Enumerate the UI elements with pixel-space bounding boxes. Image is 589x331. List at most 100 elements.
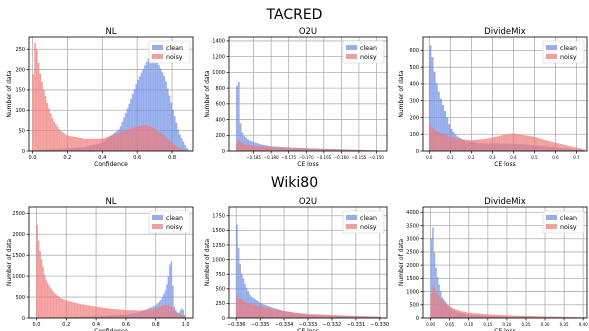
histogram-bar-noisy — [460, 139, 463, 151]
histogram-bar-noisy — [138, 125, 141, 151]
y-tick-label: 1500 — [406, 276, 419, 282]
subplot-title: NL — [105, 27, 116, 37]
legend-swatch-noisy — [346, 54, 357, 59]
histogram-bar-clean — [435, 83, 438, 151]
histogram-bar-clean — [237, 81, 240, 151]
histogram-bar-noisy — [353, 315, 356, 318]
histogram-bar-noisy — [477, 139, 480, 151]
histogram-bar-noisy — [320, 148, 323, 151]
histogram-bar-noisy — [113, 309, 116, 318]
histogram-bar-noisy — [178, 313, 180, 318]
histogram-bar-noisy — [143, 310, 146, 318]
x-tick-label: 0.6 — [133, 155, 141, 161]
histogram-bar-noisy — [81, 304, 83, 318]
legend-swatch-clean — [546, 215, 557, 220]
histogram-bar-noisy — [449, 306, 451, 318]
histogram-bar-noisy — [486, 138, 489, 151]
histogram-bar-noisy — [67, 300, 70, 318]
histogram-bar-noisy — [360, 316, 362, 318]
histogram-bar-noisy — [278, 309, 280, 318]
y-tick-label: 0 — [222, 149, 225, 155]
histogram-bar-noisy — [94, 306, 97, 318]
y-tick-label: 1400 — [212, 39, 225, 45]
histogram-bar-noisy — [131, 310, 134, 318]
x-tick-label: −0.160 — [334, 155, 349, 160]
x-tick-label: −0.331 — [347, 322, 366, 328]
histogram-bar-noisy — [121, 131, 124, 151]
histogram-bar-noisy — [249, 303, 251, 318]
x-axis-label: Confidence — [94, 161, 128, 168]
histogram-bar-noisy — [130, 310, 132, 318]
histogram-bar-noisy — [358, 316, 361, 318]
histogram-bar-noisy — [377, 316, 380, 318]
histogram-bar-noisy — [339, 315, 341, 318]
x-tick-label: −0.335 — [251, 322, 270, 328]
histogram-bar-noisy — [300, 148, 303, 151]
histogram-bar-clean — [179, 134, 181, 151]
y-tick-label: 3000 — [406, 237, 419, 243]
histogram-bar-noisy — [156, 130, 159, 151]
histogram-bar-clean — [165, 81, 167, 151]
histogram-bar-clean — [126, 108, 129, 151]
histogram-bar-noisy — [340, 315, 343, 318]
legend-label-noisy: noisy — [166, 224, 183, 231]
histogram-bar-noisy — [555, 316, 558, 318]
histogram-bar-noisy — [325, 149, 328, 151]
legend-swatch-clean — [152, 45, 163, 50]
histogram-bar-noisy — [244, 301, 246, 318]
histogram-bar-noisy — [67, 135, 70, 151]
histogram-bar-noisy — [148, 309, 150, 318]
y-tick-label: 1250 — [212, 243, 225, 249]
histogram-bar-noisy — [532, 136, 535, 151]
histogram-bar-noisy — [161, 134, 164, 151]
histogram-bar-noisy — [248, 145, 251, 151]
y-tick-label: 2500 — [12, 211, 25, 217]
histogram-bar-noisy — [152, 128, 155, 151]
histogram-bar-noisy — [334, 315, 336, 318]
histogram-bar-noisy — [288, 147, 291, 151]
subplot-title: DivideMix — [484, 27, 526, 37]
histogram-bar-noisy — [100, 138, 103, 151]
histogram-bar-noisy — [489, 314, 491, 318]
histogram-bar-noisy — [145, 124, 148, 151]
histogram-bar-noisy — [282, 310, 285, 318]
histogram-bar-clean — [170, 261, 173, 318]
histogram-bar-clean — [163, 75, 166, 151]
histogram-bar-noisy — [104, 137, 106, 151]
histogram-bar-noisy — [551, 141, 554, 151]
histogram-bar-noisy — [467, 139, 470, 151]
x-tick-label: 0.2 — [63, 155, 71, 161]
histogram-bar-noisy — [108, 308, 110, 318]
histogram-bar-clean — [158, 65, 160, 151]
histogram-bar-noisy — [172, 308, 174, 318]
histogram-bar-noisy — [260, 306, 262, 318]
histogram-bar-noisy — [140, 310, 143, 318]
x-tick-label: 0.4 — [92, 322, 100, 328]
histogram-bar-noisy — [277, 147, 280, 151]
histogram-bar-noisy — [360, 150, 362, 151]
histogram-bar-noisy — [45, 279, 47, 318]
histogram-bar-noisy — [538, 316, 541, 318]
histogram-bar-noisy — [490, 314, 493, 318]
histogram-bar-noisy — [536, 137, 539, 151]
x-tick-label: −0.330 — [371, 322, 390, 328]
histogram-bar-noisy — [160, 306, 162, 318]
histogram-bar-noisy — [572, 317, 575, 318]
histogram-bar-noisy — [456, 309, 459, 318]
histogram-bar-noisy — [75, 302, 77, 318]
histogram-bar-noisy — [566, 316, 569, 318]
histogram-bar-noisy — [112, 134, 115, 151]
histogram-bar-noisy — [145, 309, 147, 318]
histogram-bar-noisy — [289, 311, 291, 318]
histogram-bar-noisy — [139, 310, 141, 318]
histogram-bar-noisy — [361, 316, 364, 318]
y-tick-label: 100 — [15, 108, 25, 114]
x-tick-label: −0.180 — [264, 155, 279, 160]
histogram-bar-noisy — [336, 149, 339, 151]
histogram-bar-noisy — [65, 134, 68, 151]
histogram-bar-noisy — [349, 149, 352, 151]
legend-label-noisy: noisy — [166, 54, 183, 61]
histogram-bar-noisy — [484, 314, 487, 318]
histogram-bar-noisy — [184, 149, 187, 151]
histogram-bar-noisy — [333, 149, 335, 151]
